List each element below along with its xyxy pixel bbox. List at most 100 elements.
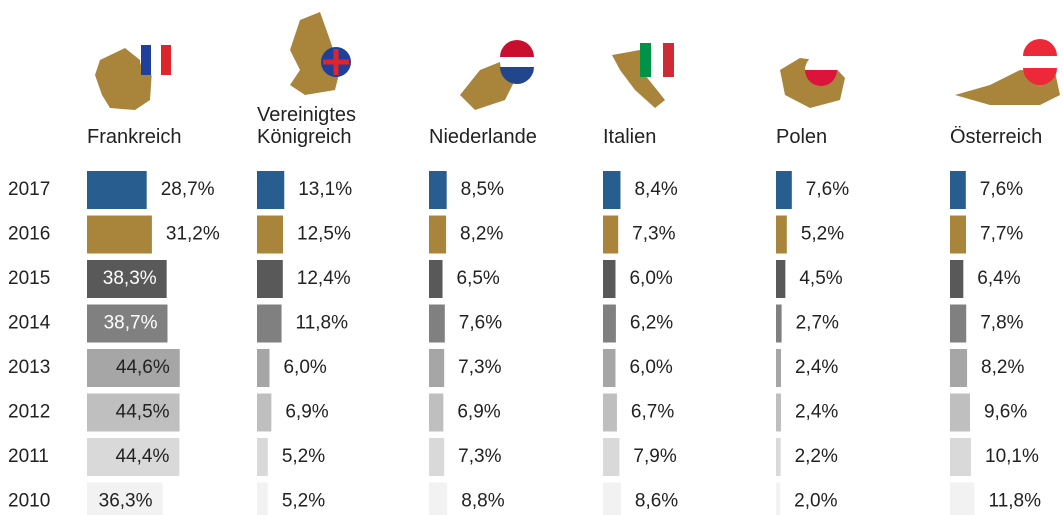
value-label: 6,4% [977,268,1020,289]
bar [429,482,448,515]
bar [257,482,268,515]
value-label: 44,4% [115,446,169,467]
bar [429,304,445,343]
value-label: 8,6% [635,491,678,512]
value-label: 7,6% [980,179,1023,200]
bar [950,304,967,343]
bar [87,349,180,387]
bar [950,260,964,298]
value-label: 12,5% [297,224,351,245]
bar [429,215,447,254]
value-label: 44,6% [116,357,170,378]
bar [87,438,180,476]
bar [429,438,445,476]
bar [950,171,966,209]
value-label: 6,5% [457,268,500,289]
value-label: 11,8% [989,491,1042,512]
bar [257,304,282,343]
value-label: 6,0% [629,357,672,378]
country-name: Österreich [950,126,1043,148]
bar [603,482,621,515]
value-label: 6,0% [629,268,672,289]
year-label: 2015 [8,268,50,289]
value-label: 5,2% [282,446,325,467]
value-label: 7,8% [980,313,1023,334]
value-label: 38,3% [103,268,157,289]
value-label: 2,0% [794,491,837,512]
value-label: 38,7% [104,313,158,334]
bar [603,393,617,432]
bar [257,260,283,298]
bar [776,482,781,515]
value-label: 6,9% [285,402,328,423]
map-france [95,48,152,110]
bar [776,393,781,432]
value-label: 8,2% [460,224,503,245]
bar [87,215,152,254]
bar [776,215,787,254]
bar [429,260,443,298]
value-label: 13,1% [298,179,352,200]
value-label: 7,7% [980,224,1023,245]
country-name: Frankreich [87,126,182,148]
bar [776,349,781,387]
bar [950,438,972,476]
year-label: 2013 [8,357,50,378]
value-label: 8,4% [634,179,677,200]
bar [603,171,621,209]
bar [257,438,268,476]
bar [603,260,616,298]
bar [429,349,445,387]
value-label: 31,2% [166,224,220,245]
bar [603,215,619,254]
bar [950,349,968,387]
country-name: Polen [776,126,828,148]
value-label: 8,8% [461,491,504,512]
year-label: 2012 [8,402,50,423]
value-label: 12,4% [297,268,351,289]
value-label: 5,2% [282,491,325,512]
bar [257,215,283,254]
value-label: 6,9% [457,402,500,423]
value-label: 11,8% [296,313,349,334]
bar [87,393,180,432]
value-label: 7,9% [633,446,676,467]
value-label: 36,3% [99,491,153,512]
bar [603,349,616,387]
bar [87,171,147,209]
bar [257,393,272,432]
bar [429,393,444,432]
value-label: 8,2% [981,357,1024,378]
bar [776,171,792,209]
year-label: 2010 [8,491,50,512]
value-label: 7,3% [458,357,501,378]
value-label: 8,5% [461,179,504,200]
value-label: 2,4% [795,357,838,378]
value-label: 4,5% [799,268,842,289]
year-label: 2014 [8,313,51,334]
country-name: Vereinigtes Königreich [257,104,356,148]
year-label: 2017 [8,179,50,200]
value-label: 2,2% [795,446,838,467]
bar [776,438,781,476]
value-label: 7,3% [458,446,501,467]
bar [950,482,975,515]
value-label: 2,4% [795,402,838,423]
year-label: 2011 [8,446,49,467]
value-label: 9,6% [984,402,1027,423]
value-label: 28,7% [161,179,215,200]
bar [603,438,620,476]
value-label: 6,2% [630,313,673,334]
value-label: 6,7% [631,402,674,423]
year-label: 2016 [8,224,50,245]
country-name: Niederlande [429,126,537,148]
bar [87,260,167,298]
country-name: Italien [603,126,657,148]
bar [950,215,967,254]
bar [603,304,616,343]
value-label: 6,0% [283,357,326,378]
bar [257,171,285,209]
value-label: 7,6% [459,313,502,334]
